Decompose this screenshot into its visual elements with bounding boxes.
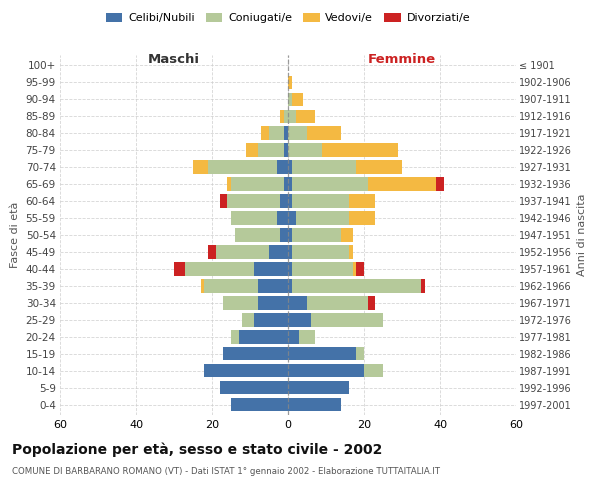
Bar [242,314,254,326]
Bar [227,178,231,190]
Bar [288,110,296,123]
Bar [356,160,402,173]
Bar [288,262,292,276]
Bar [262,126,269,140]
Text: Maschi: Maschi [148,54,200,66]
Bar [257,280,288,292]
Bar [174,262,185,276]
Bar [292,92,303,106]
Bar [288,178,292,190]
Bar [227,194,280,207]
Bar [220,194,227,207]
Bar [349,212,376,224]
Bar [307,296,368,310]
Bar [421,280,425,292]
Bar [299,330,314,344]
Bar [284,126,288,140]
Bar [269,126,284,140]
Bar [257,144,284,156]
Bar [257,296,288,310]
Bar [288,228,292,241]
Bar [349,246,353,258]
Bar [277,160,288,173]
Bar [216,246,269,258]
Bar [185,262,254,276]
Bar [220,381,288,394]
Bar [280,110,284,123]
Bar [280,228,288,241]
Bar [349,194,376,207]
Bar [292,262,353,276]
Bar [231,178,284,190]
Bar [307,126,341,140]
Bar [205,364,288,378]
Bar [288,126,307,140]
Bar [193,160,208,173]
Bar [322,144,398,156]
Bar [364,364,383,378]
Bar [288,330,299,344]
Bar [231,398,288,411]
Text: COMUNE DI BARBARANO ROMANO (VT) - Dati ISTAT 1° gennaio 2002 - Elaborazione TUTT: COMUNE DI BARBARANO ROMANO (VT) - Dati I… [12,468,440,476]
Bar [296,110,314,123]
Bar [288,381,349,394]
Bar [284,110,288,123]
Bar [288,92,292,106]
Bar [288,194,292,207]
Y-axis label: Anni di nascita: Anni di nascita [577,194,587,276]
Legend: Celibi/Nubili, Coniugati/e, Vedovi/e, Divorziati/e: Celibi/Nubili, Coniugati/e, Vedovi/e, Di… [101,8,475,28]
Bar [292,228,341,241]
Bar [235,228,280,241]
Bar [356,262,364,276]
Bar [341,228,353,241]
Bar [311,314,383,326]
Bar [288,144,322,156]
Bar [288,296,307,310]
Bar [239,330,288,344]
Bar [288,347,356,360]
Bar [288,76,292,89]
Bar [231,330,239,344]
Bar [292,246,349,258]
Bar [353,262,356,276]
Bar [208,160,277,173]
Bar [288,212,296,224]
Bar [284,144,288,156]
Bar [223,347,288,360]
Bar [436,178,444,190]
Bar [368,296,376,310]
Text: Femmine: Femmine [368,54,436,66]
Bar [292,178,368,190]
Y-axis label: Fasce di età: Fasce di età [10,202,20,268]
Bar [292,160,356,173]
Bar [223,296,257,310]
Text: Popolazione per età, sesso e stato civile - 2002: Popolazione per età, sesso e stato civil… [12,442,382,457]
Bar [231,212,277,224]
Bar [246,144,257,156]
Bar [296,212,349,224]
Bar [208,246,216,258]
Bar [288,160,292,173]
Bar [292,194,349,207]
Bar [288,246,292,258]
Bar [269,246,288,258]
Bar [356,347,364,360]
Bar [254,262,288,276]
Bar [288,398,341,411]
Bar [205,280,257,292]
Bar [288,314,311,326]
Bar [368,178,436,190]
Bar [288,364,364,378]
Bar [288,280,292,292]
Bar [277,212,288,224]
Bar [284,178,288,190]
Bar [292,280,421,292]
Bar [280,194,288,207]
Bar [254,314,288,326]
Bar [200,280,205,292]
